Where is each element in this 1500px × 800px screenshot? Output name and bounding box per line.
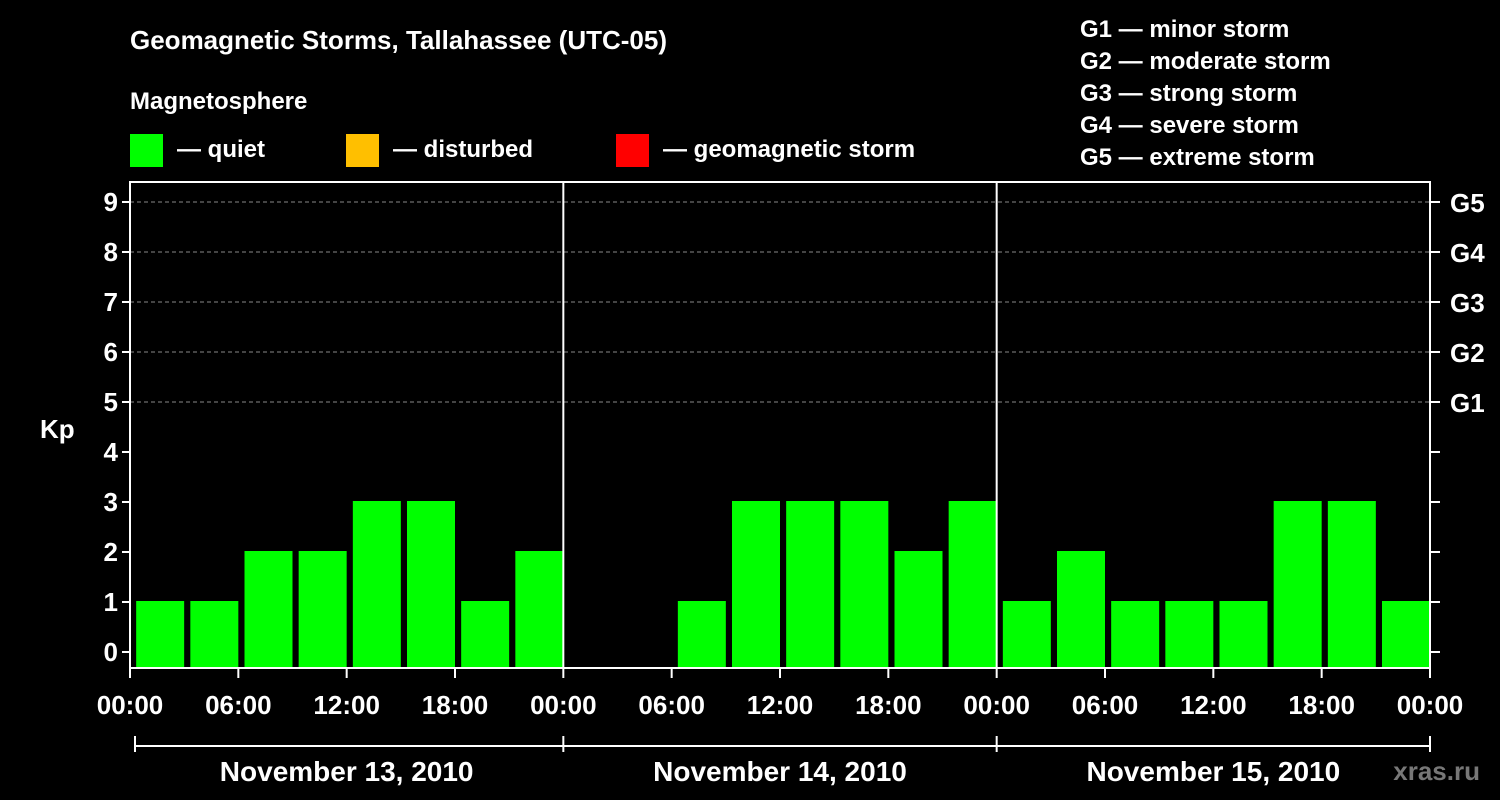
right-axis-label-g5: G5 (1450, 188, 1485, 218)
bar-12 (732, 501, 780, 668)
legend-swatch-1 (130, 134, 163, 167)
x-tick-label-4: 00:00 (530, 690, 597, 720)
y-tick-label-6: 6 (104, 337, 118, 367)
bar-13 (786, 501, 835, 668)
chart-title: Geomagnetic Storms, Tallahassee (UTC-05) (130, 25, 667, 55)
watermark: xras.ru (1393, 756, 1480, 786)
legend-label-1: — quiet (177, 136, 265, 163)
bar-5 (352, 501, 401, 668)
grid-lines (130, 201, 1430, 403)
day-label-3: November 15, 2010 (1086, 756, 1340, 787)
bar-1 (136, 601, 185, 668)
x-tick-label-0: 00:00 (97, 690, 164, 720)
y-tick-label-5: 5 (104, 387, 118, 417)
right-axis-label-g4: G4 (1450, 238, 1485, 268)
bar-18 (1057, 551, 1105, 668)
right-axis-label-g2: G2 (1450, 338, 1485, 368)
y-axis-label: Kp (40, 414, 75, 444)
y-tick-label-4: 4 (104, 437, 119, 467)
y-tick-label-7: 7 (104, 287, 118, 317)
bar-7 (461, 601, 510, 668)
bar-24 (1382, 601, 1430, 668)
x-tick-label-9: 06:00 (1072, 690, 1139, 720)
x-tick-label-10: 12:00 (1180, 690, 1247, 720)
bar-23 (1327, 501, 1376, 668)
legend-title: Magnetosphere (130, 88, 307, 115)
storm-scale-item-2: G2 — moderate storm (1080, 48, 1331, 75)
storm-scale-item-1: G1 — minor storm (1080, 16, 1289, 43)
legend-label-3: — geomagnetic storm (663, 136, 915, 163)
x-tick-label-7: 18:00 (855, 690, 922, 720)
bar-6 (407, 501, 455, 668)
y-tick-label-1: 1 (104, 587, 118, 617)
day-label-2: November 14, 2010 (653, 756, 907, 787)
y-tick-label-3: 3 (104, 487, 118, 517)
x-tick-label-1: 06:00 (205, 690, 272, 720)
bar-2 (190, 601, 239, 668)
legend: — quiet — disturbed — geomagnetic storm (130, 134, 915, 167)
legend-swatch-3 (616, 134, 649, 167)
bar-11 (677, 601, 726, 668)
bar-21 (1219, 601, 1268, 668)
y-tick-label-9: 9 (104, 187, 118, 217)
x-tick-label-11: 18:00 (1288, 690, 1355, 720)
storm-scale-item-5: G5 — extreme storm (1080, 144, 1315, 171)
bar-19 (1111, 601, 1160, 668)
day-label-1: November 13, 2010 (220, 756, 474, 787)
legend-label-2: — disturbed (393, 136, 533, 163)
right-axis-label-g3: G3 (1450, 288, 1485, 318)
bar-16 (948, 501, 997, 668)
bar-4 (298, 551, 347, 668)
storm-scale-item-3: G3 — strong storm (1080, 80, 1297, 107)
bars-group (136, 501, 1430, 668)
bar-14 (840, 501, 889, 668)
bar-3 (244, 551, 293, 668)
right-axis-label-g1: G1 (1450, 388, 1485, 418)
x-tick-label-5: 06:00 (638, 690, 705, 720)
bar-8 (515, 551, 564, 668)
x-tick-label-12: 00:00 (1397, 690, 1464, 720)
x-tick-label-3: 18:00 (422, 690, 489, 720)
bar-17 (1002, 601, 1051, 668)
x-tick-label-2: 12:00 (313, 690, 380, 720)
legend-swatch-2 (346, 134, 379, 167)
bar-15 (894, 551, 943, 668)
y-tick-label-0: 0 (104, 637, 118, 667)
bar-20 (1165, 601, 1214, 668)
storm-scale-list: G1 — minor storm G2 — moderate storm G3 — … (1080, 16, 1331, 171)
x-tick-label-8: 00:00 (963, 690, 1030, 720)
y-tick-label-2: 2 (104, 537, 118, 567)
bar-22 (1273, 501, 1322, 668)
axes: 0 1 2 3 4 5 6 7 8 9 G1 G2 G3 G4 G5 00:00 06:00 12:00 18:00… (97, 181, 1485, 787)
x-tick-label-6: 12:00 (747, 690, 814, 720)
storm-scale-item-4: G4 — severe storm (1080, 112, 1299, 139)
y-tick-label-8: 8 (104, 237, 118, 267)
